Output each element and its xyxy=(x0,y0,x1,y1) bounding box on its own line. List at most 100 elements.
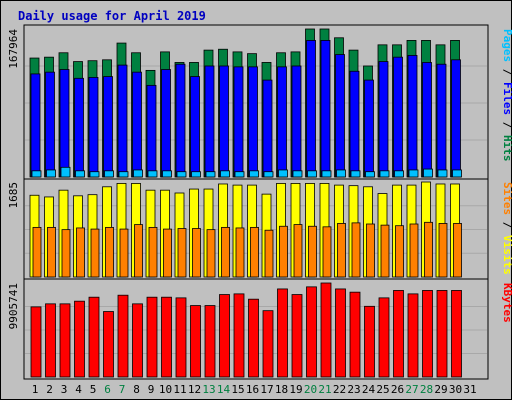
bar-sites-day-17 xyxy=(264,229,274,278)
bar-kbytes-day-26 xyxy=(393,290,404,378)
bar-kbytes-day-12 xyxy=(190,305,201,378)
bar-sites-day-12 xyxy=(192,228,201,278)
x-tick-label-day-21: 21 xyxy=(318,383,331,396)
panel-max-label: 1685 xyxy=(7,182,20,209)
axis-title-separator: / xyxy=(501,215,512,235)
x-tick-label-day-31: 31 xyxy=(463,383,476,396)
bar-files-day-18 xyxy=(277,66,287,178)
x-tick-label-day-5: 5 xyxy=(90,383,97,396)
panel-axis-title: Pages / Files / Hits xyxy=(501,29,512,162)
bar-files-day-5 xyxy=(88,77,99,178)
bar-sites-day-26 xyxy=(395,225,404,278)
bar-sites-day-5 xyxy=(90,228,100,278)
bar-kbytes-day-19 xyxy=(291,294,303,378)
bar-kbytes-day-4 xyxy=(74,300,85,378)
bar-sites-day-27 xyxy=(409,223,419,278)
bar-kbytes-day-10 xyxy=(161,296,172,378)
bar-sites-day-23 xyxy=(351,222,361,278)
bar-files-day-7 xyxy=(117,64,128,178)
bar-pages-day-27 xyxy=(408,169,419,178)
x-tick-label-day-19: 19 xyxy=(289,383,302,396)
x-tick-label-day-25: 25 xyxy=(376,383,389,396)
bar-kbytes-day-8 xyxy=(132,303,143,378)
bar-files-day-25 xyxy=(378,61,389,178)
bar-sites-day-30 xyxy=(453,223,462,278)
bar-files-day-19 xyxy=(291,65,302,178)
bar-pages-day-18 xyxy=(278,169,288,178)
x-tick-label-day-15: 15 xyxy=(231,383,244,396)
bar-sites-day-13 xyxy=(206,229,216,278)
x-tick-label-day-20: 20 xyxy=(304,383,317,396)
bar-sites-day-11 xyxy=(177,228,187,278)
bar-kbytes-day-28 xyxy=(422,290,433,378)
bar-files-day-20 xyxy=(306,40,316,178)
bar-sites-day-14 xyxy=(221,226,230,278)
bar-kbytes-day-11 xyxy=(175,297,187,378)
bar-files-day-10 xyxy=(161,69,171,178)
bar-pages-day-13 xyxy=(205,171,216,178)
axis-title-pages: Pages xyxy=(501,29,512,62)
chart-panels: 167964 Pages / Files / Hits 1685 Sites / Vi… xyxy=(7,24,512,380)
bar-kbytes-day-6 xyxy=(103,311,114,378)
panel-hits: 167964 Pages / Files / Hits xyxy=(7,24,512,180)
bar-kbytes-day-22 xyxy=(335,288,346,378)
bar-pages-day-25 xyxy=(379,170,390,178)
x-tick-label-day-7: 7 xyxy=(119,383,126,396)
bar-sites-day-16 xyxy=(250,226,259,278)
bar-kbytes-day-15 xyxy=(233,293,245,378)
bar-files-day-15 xyxy=(233,66,244,178)
bar-kbytes-day-2 xyxy=(45,303,56,378)
x-tick-label-day-8: 8 xyxy=(133,383,140,396)
bar-kbytes-day-3 xyxy=(59,303,71,378)
bar-kbytes-day-29 xyxy=(436,290,448,378)
bar-sites-day-4 xyxy=(76,227,85,278)
x-tick-label-day-28: 28 xyxy=(420,383,433,396)
axis-title-hits: Hits xyxy=(501,135,512,162)
bar-files-day-23 xyxy=(349,70,360,178)
bar-pages-day-6 xyxy=(104,170,114,178)
bar-sites-day-19 xyxy=(293,224,303,278)
bar-kbytes-day-27 xyxy=(407,293,419,378)
axis-title-kbytes: KBytes xyxy=(501,283,512,323)
panel-max-label: 167964 xyxy=(7,29,20,69)
bar-pages-day-28 xyxy=(423,168,433,178)
bar-files-day-16 xyxy=(248,66,258,178)
x-tick-label-day-18: 18 xyxy=(275,383,288,396)
bar-pages-day-29 xyxy=(437,169,448,178)
bar-sites-day-10 xyxy=(163,228,172,278)
bar-files-day-22 xyxy=(335,54,345,178)
axis-title-visits: Visits xyxy=(501,235,512,275)
bar-files-day-17 xyxy=(262,79,273,178)
bar-kbytes-day-5 xyxy=(88,296,100,378)
bar-files-day-30 xyxy=(451,59,461,178)
bar-pages-day-26 xyxy=(394,170,404,178)
bar-pages-day-8 xyxy=(133,169,143,178)
axis-title-sites: Sites xyxy=(501,182,512,215)
x-tick-label-day-26: 26 xyxy=(391,383,404,396)
bar-kbytes-day-23 xyxy=(349,291,361,378)
bar-files-day-8 xyxy=(132,71,142,178)
x-tick-label-day-9: 9 xyxy=(148,383,155,396)
bar-sites-day-24 xyxy=(366,223,375,278)
bar-pages-day-5 xyxy=(89,171,100,178)
bar-files-day-4 xyxy=(74,77,84,178)
bar-pages-day-2 xyxy=(46,169,56,178)
bar-sites-day-9 xyxy=(148,226,158,278)
x-tick-label-day-27: 27 xyxy=(405,383,418,396)
panel-max-label: 9905741 xyxy=(7,283,20,329)
bar-files-day-21 xyxy=(320,40,331,178)
bar-pages-day-21 xyxy=(321,170,332,178)
axis-title-separator: / xyxy=(501,62,512,82)
bar-kbytes-day-1 xyxy=(30,306,42,378)
x-tick-label-day-10: 10 xyxy=(159,383,172,396)
axis-title-files: Files xyxy=(501,82,512,115)
bar-pages-day-20 xyxy=(307,170,317,178)
bar-sites-day-6 xyxy=(105,226,114,278)
bar-pages-day-11 xyxy=(176,171,187,178)
bar-files-day-9 xyxy=(146,84,157,178)
bar-files-day-27 xyxy=(407,55,418,178)
bar-sites-day-2 xyxy=(47,226,56,278)
bar-pages-day-4 xyxy=(75,170,85,178)
